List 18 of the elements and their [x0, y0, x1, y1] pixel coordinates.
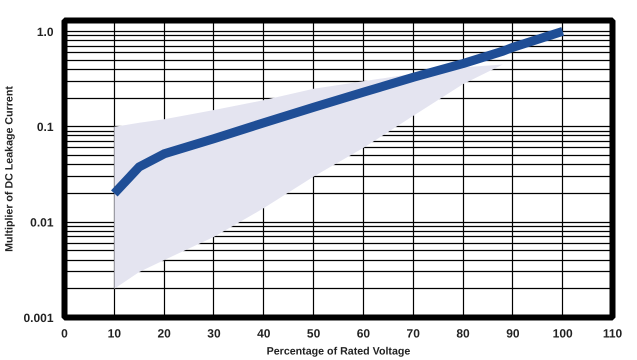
- x-axis-title: Percentage of Rated Voltage: [266, 346, 410, 358]
- x-tick-label: 30: [207, 326, 221, 340]
- x-tick-label: 100: [552, 326, 574, 340]
- x-tick-label: 90: [506, 326, 520, 340]
- x-tick-label: 70: [406, 326, 420, 340]
- y-tick-label: 0.001: [23, 311, 54, 325]
- x-tick-label: 60: [356, 326, 370, 340]
- y-tick-label: 0.01: [30, 216, 54, 230]
- x-tick-label: 80: [456, 326, 470, 340]
- y-tick-label: 1.0: [36, 24, 54, 39]
- y-tick-label: 0.1: [36, 120, 54, 134]
- x-tick-label: 0: [61, 326, 68, 340]
- y-axis-title: Multiplier of DC Leakage Current: [3, 86, 16, 252]
- x-tick-label: 110: [602, 326, 623, 340]
- x-tick-label: 40: [257, 326, 271, 340]
- x-tick-label: 50: [306, 326, 321, 340]
- x-tick-label: 10: [108, 326, 122, 340]
- x-tick-label: 20: [157, 326, 172, 340]
